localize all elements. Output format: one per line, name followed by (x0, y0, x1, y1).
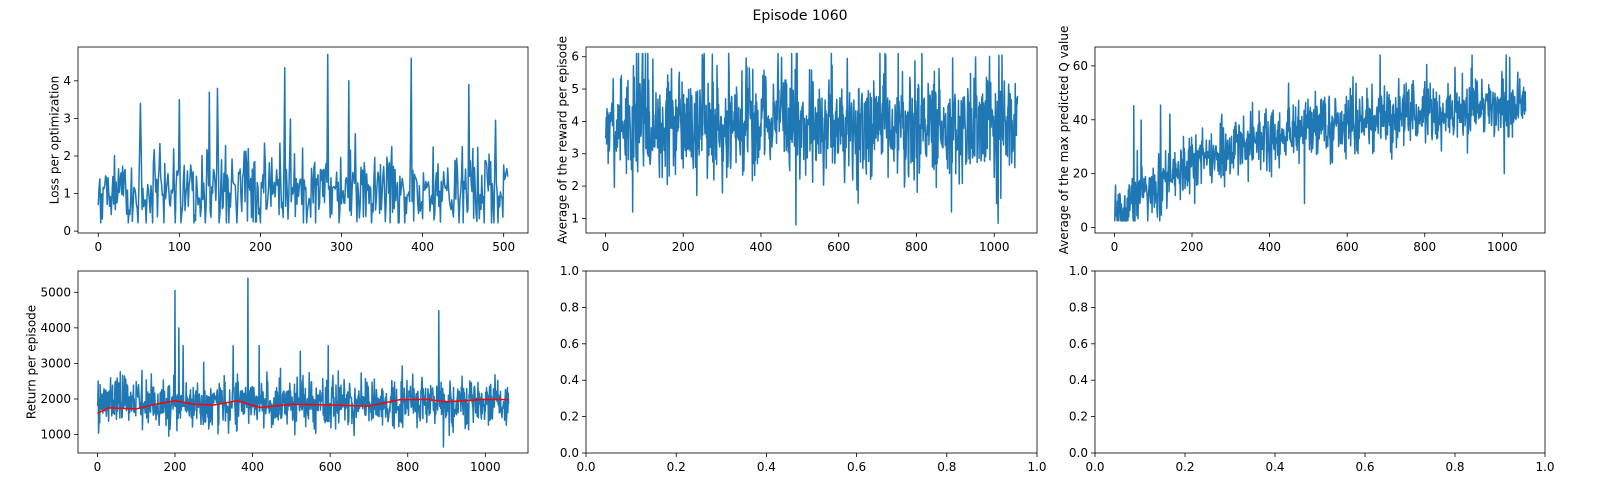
x-tick-label: 300 (330, 240, 353, 254)
y-tick-label: 0.4 (560, 373, 579, 387)
x-tick-label: 200 (1181, 240, 1204, 254)
y-tick-label: 20 (1073, 167, 1088, 181)
series-line (604, 52, 1019, 226)
y-tick-label: 0 (1080, 221, 1088, 235)
axes-frame (77, 46, 529, 234)
y-tick-label: 3 (571, 147, 579, 161)
y-tick-label: 0.4 (1069, 373, 1088, 387)
x-tick-label: 200 (249, 240, 272, 254)
y-tick-label: 0.6 (560, 337, 579, 351)
series-line (97, 53, 509, 224)
x-tick-label: 0.2 (667, 460, 686, 474)
series-line (1114, 54, 1527, 222)
x-tick-label: 600 (1336, 240, 1359, 254)
y-tick-label: 4 (63, 74, 71, 88)
x-tick-label: 600 (827, 240, 850, 254)
x-tick-label: 1000 (470, 460, 501, 474)
x-tick-label: 0 (1111, 240, 1119, 254)
x-tick-label: 1.0 (1535, 460, 1554, 474)
moving-average-line (97, 398, 509, 414)
x-tick-label: 600 (319, 460, 342, 474)
y-tick-label: 40 (1073, 113, 1088, 127)
x-tick-label: 100 (168, 240, 191, 254)
y-tick-label: 60 (1073, 59, 1088, 73)
axes-frame (1094, 46, 1546, 234)
axes-bottom-right: 0.0 0.2 0.4 0.6 0.8 1.0 0.0 0.2 0.4 0.6 0.8 1.0 (1069, 264, 1555, 474)
figure-title: Episode 1060 (752, 8, 848, 24)
x-tick-label: 0.4 (757, 460, 776, 474)
x-tick-label: 500 (492, 240, 515, 254)
x-tick-label: 1000 (1487, 240, 1518, 254)
y-tick-label: 0.2 (1069, 410, 1088, 424)
y-tick-label: 1 (571, 211, 579, 225)
y-tick-label: 2 (63, 149, 71, 163)
x-tick-label: 200 (672, 240, 695, 254)
x-tick-label: 1.0 (1027, 460, 1046, 474)
y-tick-label: 0.8 (560, 300, 579, 314)
y-axis-label: Average of the max predicted Q value (1057, 26, 1071, 255)
x-tick-label: 200 (164, 460, 187, 474)
y-tick-label: 1.0 (560, 264, 579, 278)
x-tick-label: 800 (905, 240, 928, 254)
x-tick-label: 400 (750, 240, 773, 254)
axes-frame (1094, 270, 1546, 454)
axes-bottom-middle: 0.0 0.2 0.4 0.6 0.8 1.0 0.0 0.2 0.4 0.6 0.8 1.0 (560, 264, 1047, 474)
y-tick-label: 5 (571, 82, 579, 96)
y-tick-label: 5000 (40, 285, 71, 299)
y-tick-label: 1 (63, 187, 71, 201)
y-tick-label: 1000 (40, 428, 71, 442)
y-axis-label: Average of the reward per episode (555, 36, 569, 244)
y-tick-label: 2 (571, 179, 579, 193)
y-tick-label: 0.8 (1069, 300, 1088, 314)
y-tick-label: 3000 (40, 356, 71, 370)
x-tick-label: 0.0 (576, 460, 595, 474)
y-tick-label: 6 (571, 50, 579, 64)
x-tick-label: 0.0 (1085, 460, 1104, 474)
x-tick-label: 1000 (979, 240, 1010, 254)
x-tick-label: 0.8 (1445, 460, 1464, 474)
axes-bottom-left: 0 200 400 600 800 1000 1000 2000 3000 4000 5000Ret… (25, 270, 529, 474)
axes-frame (585, 270, 1038, 454)
y-tick-label: 3 (63, 111, 71, 125)
y-tick-label: 0.0 (1069, 446, 1088, 460)
x-tick-label: 800 (396, 460, 419, 474)
y-tick-label: 1.0 (1069, 264, 1088, 278)
y-tick-label: 0.0 (560, 446, 579, 460)
series-line (96, 277, 510, 448)
axes-frame (77, 270, 529, 454)
y-tick-label: 4000 (40, 321, 71, 335)
y-tick-label: 0 (63, 224, 71, 238)
x-tick-label: 400 (1258, 240, 1281, 254)
y-axis-label: Loss per optimization (47, 76, 61, 205)
x-tick-label: 400 (411, 240, 434, 254)
x-tick-label: 0.4 (1265, 460, 1284, 474)
y-tick-label: 0.6 (1069, 337, 1088, 351)
x-tick-label: 400 (241, 460, 264, 474)
x-tick-label: 0 (94, 460, 102, 474)
x-tick-label: 0.2 (1175, 460, 1194, 474)
axes-frame (585, 46, 1038, 234)
y-tick-label: 0.2 (560, 410, 579, 424)
y-axis-label: Return per episode (25, 305, 39, 419)
x-tick-label: 0.6 (847, 460, 866, 474)
y-tick-label: 4 (571, 114, 579, 128)
x-tick-label: 0.8 (937, 460, 956, 474)
x-tick-label: 0.6 (1355, 460, 1374, 474)
x-tick-label: 800 (1413, 240, 1436, 254)
x-tick-label: 0 (94, 240, 102, 254)
y-tick-label: 2000 (40, 392, 71, 406)
x-tick-label: 0 (602, 240, 610, 254)
